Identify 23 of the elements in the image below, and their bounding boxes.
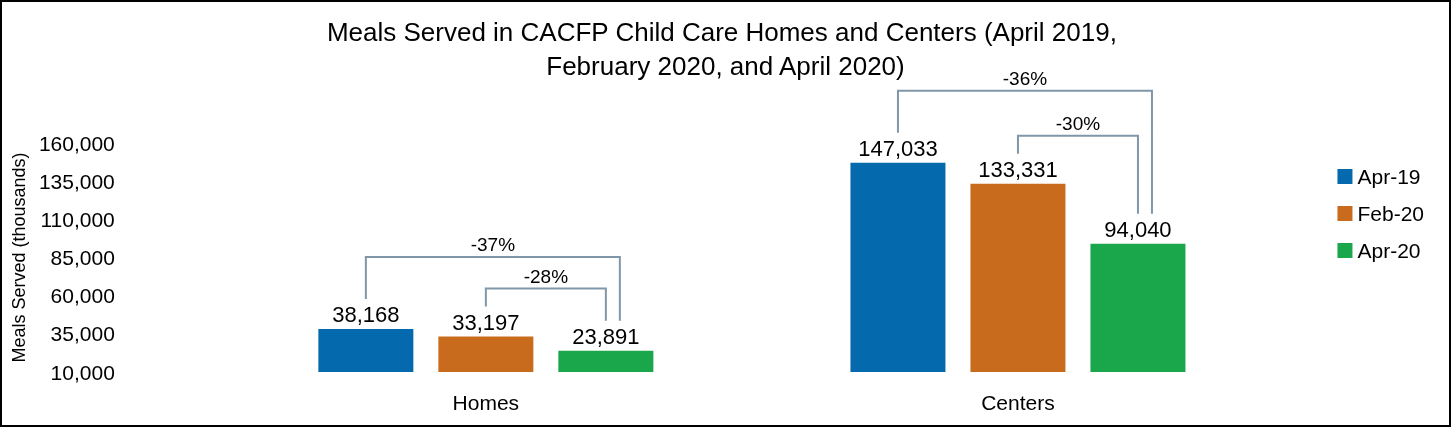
annotation: -28% [523, 265, 569, 287]
y-tick-label: 35,000 [50, 322, 115, 346]
legend-label: Apr-19 [1357, 165, 1421, 188]
y-tick-label: 10,000 [50, 360, 115, 384]
legend-label: Apr-20 [1357, 239, 1421, 262]
y-tick-label: 85,000 [50, 246, 115, 269]
annotation: -37% [470, 234, 516, 255]
x-tick-label: Centers [981, 391, 1055, 414]
x-tick-label: Homes [452, 391, 520, 414]
y-tick-label: 160,000 [38, 131, 115, 155]
text: -36% [1002, 67, 1048, 89]
y-tick-label: 135,000 [38, 169, 115, 193]
data-label: 133,331 [978, 157, 1058, 183]
data-label: 23,891 [572, 324, 640, 350]
y-tick-label: 60,000 [50, 284, 115, 308]
y-tick-label: 110,000 [40, 207, 115, 231]
data-label: 33,197 [452, 310, 520, 336]
data-label: 147,033 [858, 136, 938, 162]
text: -30% [1055, 112, 1101, 134]
data-label: 38,168 [332, 302, 400, 328]
legend-label: Feb-20 [1357, 202, 1425, 225]
data-label: 94,040 [1104, 217, 1172, 243]
y-axis-title: Meals Served (thousands) [9, 152, 29, 363]
